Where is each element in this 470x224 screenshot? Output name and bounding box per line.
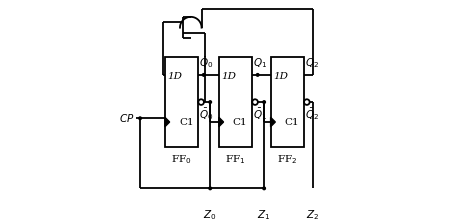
Text: $Q_1$: $Q_1$ <box>253 56 267 69</box>
Text: $\bar{Q}_0$: $\bar{Q}_0$ <box>199 106 214 122</box>
Text: $\bar{Q}_1$: $\bar{Q}_1$ <box>253 106 267 122</box>
Text: 1D: 1D <box>273 72 288 81</box>
Circle shape <box>263 187 266 190</box>
Text: $Z_0$: $Z_0$ <box>204 208 217 222</box>
Text: FF$_0$: FF$_0$ <box>171 153 192 166</box>
Polygon shape <box>219 117 224 127</box>
Circle shape <box>263 101 266 103</box>
Bar <box>219 57 252 147</box>
Circle shape <box>139 117 141 120</box>
Text: 1D: 1D <box>167 72 182 81</box>
Text: C1: C1 <box>233 118 248 127</box>
Text: $Z_1$: $Z_1$ <box>258 208 271 222</box>
Text: FF$_2$: FF$_2$ <box>277 153 298 166</box>
Text: C1: C1 <box>285 118 299 127</box>
Polygon shape <box>165 117 170 127</box>
Text: C1: C1 <box>179 118 194 127</box>
Text: 1D: 1D <box>221 72 236 81</box>
Text: $\bar{Q}_2$: $\bar{Q}_2$ <box>305 106 319 122</box>
Circle shape <box>256 74 259 76</box>
Circle shape <box>209 187 212 190</box>
Bar <box>165 57 198 147</box>
Text: $Q_2$: $Q_2$ <box>305 56 319 69</box>
Text: FF$_1$: FF$_1$ <box>225 153 246 166</box>
Circle shape <box>203 74 205 76</box>
Bar <box>271 57 304 147</box>
Text: $Z_2$: $Z_2$ <box>306 208 319 222</box>
Text: $Q_0$: $Q_0$ <box>199 56 214 69</box>
Polygon shape <box>271 117 275 127</box>
Circle shape <box>209 101 212 103</box>
Text: $CP$: $CP$ <box>119 112 135 124</box>
